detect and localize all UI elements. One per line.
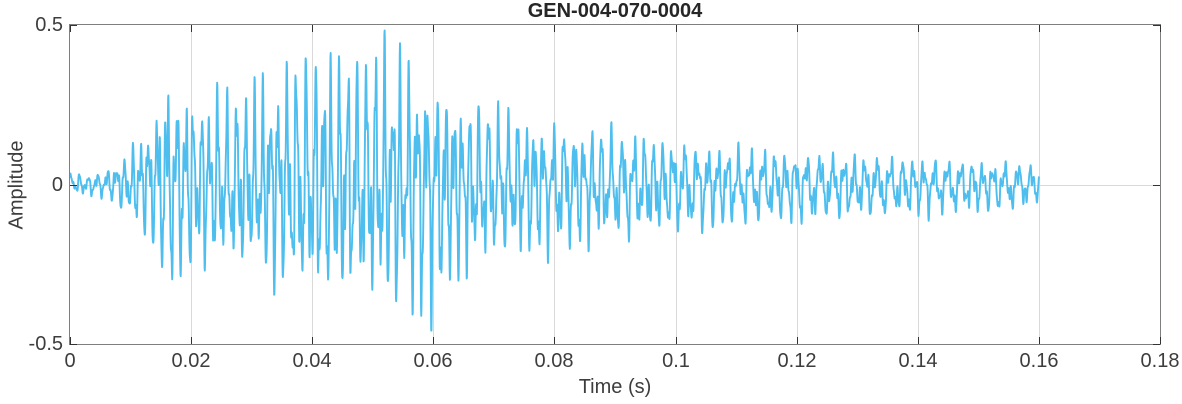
x-tick-mark: [312, 337, 313, 344]
chart-title: GEN-004-070-0004: [527, 0, 703, 22]
x-tick-label: 0.02: [171, 350, 211, 372]
x-tick-label: 0.16: [1019, 350, 1059, 372]
x-tick-mark: [554, 337, 555, 344]
x-tick-mark: [797, 337, 798, 344]
x-tick-label: 0.18: [1140, 350, 1180, 372]
y-tick-mark: [1153, 25, 1160, 26]
x-tick-mark: [191, 25, 192, 32]
x-tick-mark: [191, 337, 192, 344]
x-tick-label: 0.12: [777, 350, 817, 372]
x-tick-mark: [554, 25, 555, 32]
y-tick-mark: [70, 344, 77, 345]
x-tick-mark: [70, 337, 71, 344]
y-tick-label: 0.5: [35, 14, 63, 36]
x-tick-mark: [1039, 337, 1040, 344]
x-tick-label: 0.06: [413, 350, 453, 372]
x-tick-mark: [312, 25, 313, 32]
x-tick-mark: [433, 337, 434, 344]
x-tick-mark: [70, 25, 71, 32]
y-tick-mark: [1153, 344, 1160, 345]
x-tick-label: 0.04: [292, 350, 332, 372]
x-tick-mark: [1039, 25, 1040, 32]
x-axis-label: Time (s): [578, 376, 652, 398]
x-tick-label: 0: [64, 350, 76, 372]
x-tick-mark: [797, 25, 798, 32]
waveform-canvas: [70, 25, 1160, 344]
x-tick-mark: [918, 25, 919, 32]
x-tick-mark: [918, 337, 919, 344]
y-tick-mark: [70, 185, 77, 186]
y-tick-mark: [70, 25, 77, 26]
y-tick-label: -0.5: [28, 333, 63, 355]
x-tick-label: 0.1: [662, 350, 690, 372]
x-tick-mark: [433, 25, 434, 32]
x-tick-mark: [676, 337, 677, 344]
x-tick-mark: [676, 25, 677, 32]
x-tick-label: 0.08: [534, 350, 574, 372]
x-tick-mark: [1160, 337, 1161, 344]
plot-area: [69, 24, 1161, 345]
x-tick-mark: [1160, 25, 1161, 32]
y-tick-label: 0: [51, 174, 63, 196]
y-tick-mark: [1153, 185, 1160, 186]
x-tick-label: 0.14: [898, 350, 938, 372]
